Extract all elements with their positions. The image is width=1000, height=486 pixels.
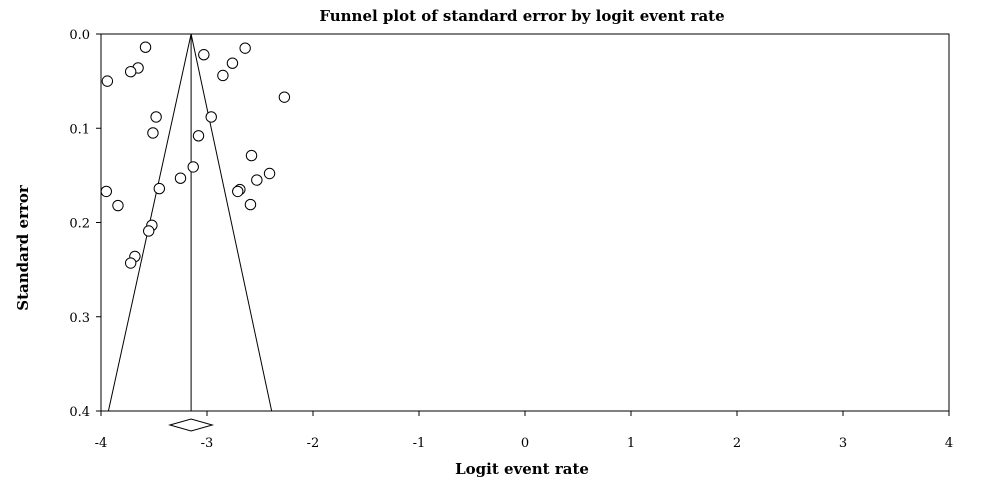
study-point: [139, 41, 152, 53]
study-point: [174, 172, 187, 184]
chart-title: Funnel plot of standard error by logit e…: [319, 7, 724, 25]
study-point: [239, 42, 251, 54]
study-point: [217, 69, 229, 82]
study-point: [232, 185, 244, 198]
study-point: [147, 127, 159, 139]
axes: -4 -3 -2 -1 0 1 2 3 4 0.0 0.1 0.2 0.3 0.4: [69, 28, 953, 451]
study-point: [187, 161, 199, 173]
x-tick-label: 1: [627, 436, 635, 451]
x-tick-label: 3: [839, 436, 847, 451]
study-point: [278, 91, 291, 103]
study-point: [124, 257, 137, 269]
y-tick-label: 0.1: [69, 122, 90, 137]
y-tick-label: 0.4: [69, 405, 90, 420]
x-tick-label: -1: [413, 436, 426, 451]
study-point: [198, 49, 210, 61]
summary-diamond: [168, 418, 215, 432]
study-point: [205, 111, 217, 123]
x-tick-label: -4: [95, 436, 108, 451]
study-point: [101, 75, 114, 87]
study-point: [245, 149, 258, 162]
study-point: [112, 199, 124, 212]
x-tick-label: -3: [201, 436, 214, 451]
study-point: [263, 167, 276, 180]
plot-frame: [100, 33, 950, 412]
x-tick-label: 4: [945, 436, 953, 451]
x-axis-title: Logit event rate: [455, 460, 589, 478]
study-point: [100, 185, 113, 198]
x-tick-label: -2: [307, 436, 320, 451]
y-tick-label: 0.3: [69, 311, 90, 326]
y-tick-label: 0.0: [69, 28, 90, 43]
study-point: [150, 111, 162, 123]
study-point: [143, 225, 155, 237]
y-tick-label: 0.2: [69, 217, 90, 232]
funnel-right-line: [190, 33, 273, 412]
study-point: [153, 182, 166, 195]
study-point: [124, 66, 137, 78]
study-point: [251, 174, 263, 186]
x-tick-label: 0: [521, 436, 529, 451]
x-tick-label: 2: [733, 436, 741, 451]
study-point: [192, 130, 205, 142]
study-point: [226, 57, 239, 69]
marks: [100, 33, 291, 432]
study-point: [244, 198, 257, 211]
y-axis-title: Standard error: [14, 184, 32, 311]
